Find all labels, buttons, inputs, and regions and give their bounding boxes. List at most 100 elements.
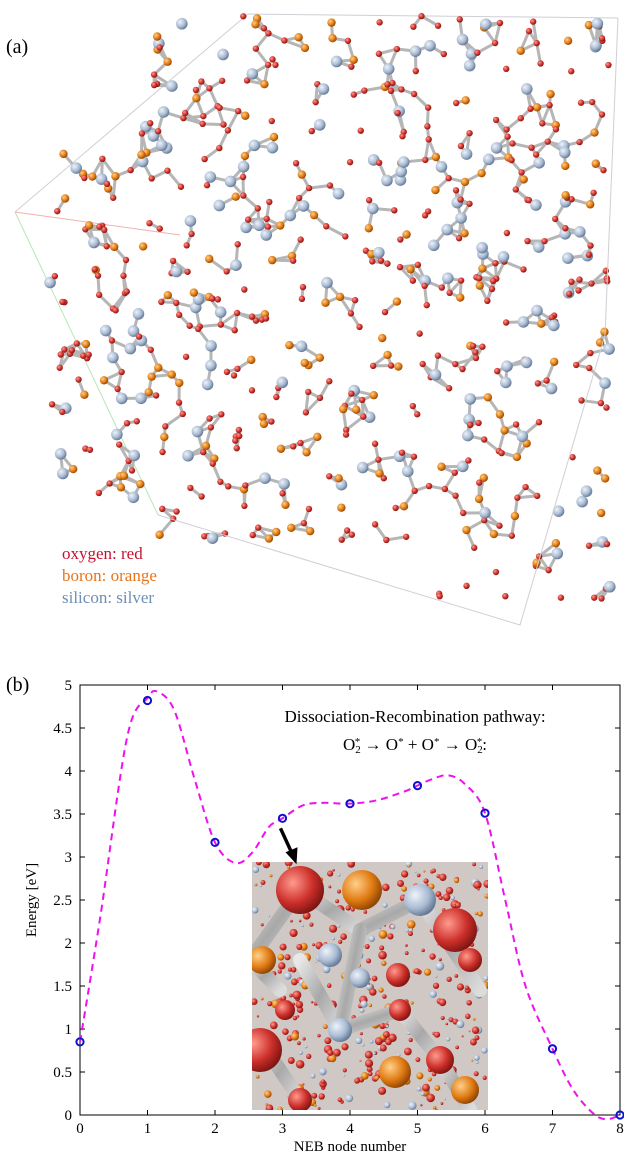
atom-oxygen <box>147 120 154 127</box>
box-axis-x <box>14 211 181 236</box>
atom-oxygen <box>203 182 211 189</box>
atom-oxygen <box>441 485 449 493</box>
atom-oxygen <box>377 257 385 264</box>
atom-boron <box>431 152 441 162</box>
atom-silicon <box>127 325 140 337</box>
atom-oxygen <box>398 449 406 456</box>
atom-oxygen <box>200 112 207 120</box>
inset-atom-oxygen <box>456 983 465 991</box>
inset-atom-boron <box>255 1074 260 1079</box>
atom-oxygen <box>220 121 227 128</box>
inset-atom-oxygen <box>309 922 314 927</box>
atom-oxygen <box>402 533 410 540</box>
inset-atom-oxygen <box>421 948 425 953</box>
inset-atom-boron <box>416 1072 424 1080</box>
inset-atom-oxygen <box>328 885 332 889</box>
bond <box>475 41 497 55</box>
atom-oxygen <box>323 223 330 230</box>
atom-silicon <box>115 392 128 405</box>
atom-silicon <box>135 392 147 405</box>
inset-atom-oxygen <box>453 904 457 908</box>
inset-atom-silicon <box>369 1039 374 1044</box>
atom-oxygen <box>326 378 333 385</box>
atom-oxygen <box>214 296 222 303</box>
atom-oxygen <box>122 256 130 264</box>
atom-silicon <box>441 223 453 236</box>
atom-oxygen <box>199 120 206 128</box>
atom-boron <box>399 502 409 511</box>
neb-point-0 <box>75 1037 85 1047</box>
atom-oxygen <box>264 61 272 68</box>
atom-oxygen <box>424 104 432 111</box>
atom-oxygen <box>249 531 256 539</box>
inset-atom-boron <box>313 1104 317 1107</box>
atom-oxygen <box>568 68 575 75</box>
y-tick-label: 3.5 <box>53 807 72 823</box>
atom-oxygen <box>509 140 516 147</box>
atom-boron <box>364 224 374 233</box>
atom-silicon <box>479 18 492 31</box>
inset-atom-silicon <box>365 983 373 991</box>
atom-oxygen <box>472 349 479 356</box>
inset-atom-oxygen <box>363 910 368 914</box>
atom-silicon <box>99 324 112 337</box>
atom-oxygen <box>297 236 304 243</box>
atom-oxygen <box>545 566 552 574</box>
atom-silicon <box>424 39 436 52</box>
atom-silicon <box>576 495 588 508</box>
atom-oxygen <box>471 544 478 551</box>
atom-oxygen <box>187 484 194 492</box>
inset-atom-silicon <box>414 870 417 874</box>
atom-oxygen <box>425 136 432 143</box>
atom-oxygen <box>425 482 433 490</box>
atom-oxygen <box>384 260 391 267</box>
atom-oxygen <box>243 77 251 84</box>
inset-atom-boron <box>360 1072 369 1080</box>
inset-atom-oxygen <box>317 1033 321 1038</box>
atom-oxygen <box>502 319 510 326</box>
inset-atom-boron <box>265 1103 268 1106</box>
inset-atom-oxygen <box>455 1045 460 1050</box>
inset-atom-silicon <box>450 895 455 901</box>
atom-oxygen <box>514 494 521 501</box>
atom-oxygen <box>381 308 389 316</box>
atom-silicon <box>490 142 503 154</box>
atom-boron <box>175 378 184 388</box>
atom-boron <box>116 483 126 492</box>
neb-point-3 <box>277 813 288 823</box>
atom-oxygen <box>342 431 350 438</box>
atom-boron <box>144 388 153 397</box>
atom-oxygen <box>463 582 470 590</box>
atom-boron <box>192 94 201 103</box>
inset-atom-boron <box>379 1056 411 1088</box>
atom-oxygen <box>412 67 419 75</box>
atom-oxygen <box>188 230 195 238</box>
inset-atom-silicon <box>383 1101 391 1109</box>
atom-oxygen <box>272 61 279 69</box>
atom-oxygen <box>457 196 464 203</box>
atom-oxygen <box>416 330 423 337</box>
atom-oxygen <box>128 467 136 474</box>
atom-silicon <box>551 547 564 560</box>
inset-atom-oxygen <box>440 1102 444 1105</box>
atom-oxygen <box>383 536 390 544</box>
bond <box>502 260 525 271</box>
inset-atom-oxygen <box>403 1047 412 1056</box>
inset-atom-silicon <box>456 1020 465 1029</box>
atom-boron <box>327 18 336 27</box>
atom-silicon <box>205 359 217 372</box>
inset-atom-silicon <box>473 1054 480 1061</box>
atom-oxygen <box>146 219 153 227</box>
atom-silicon <box>240 221 252 234</box>
atom-oxygen <box>524 237 531 245</box>
atom-oxygen <box>302 409 310 416</box>
atom-oxygen <box>194 325 202 333</box>
inset-atom-boron <box>264 1090 272 1098</box>
atom-oxygen <box>436 592 443 600</box>
atom-boron <box>147 372 156 381</box>
inset-atom-oxygen <box>473 880 482 890</box>
atom-oxygen <box>575 287 582 294</box>
atom-silicon <box>155 139 168 151</box>
atom-oxygen <box>414 261 422 269</box>
inset-atom-oxygen <box>252 1028 282 1072</box>
